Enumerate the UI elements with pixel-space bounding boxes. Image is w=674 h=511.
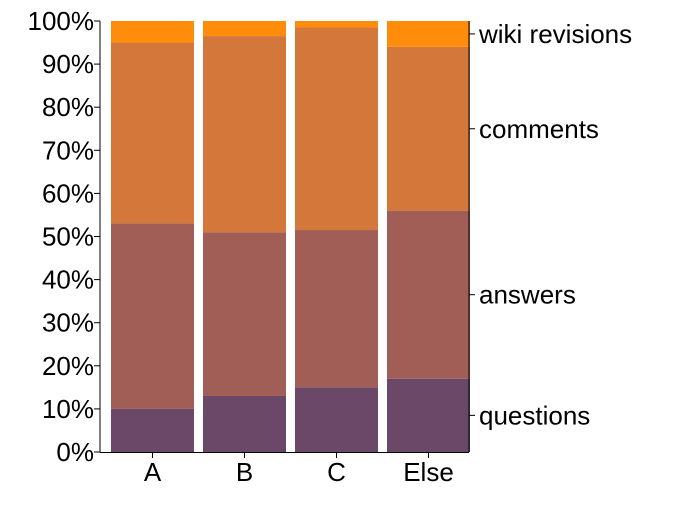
y-tick-label: 40% — [42, 265, 94, 295]
bar-segment-wiki-revisions-else — [387, 21, 470, 47]
y-tick-label: 70% — [42, 135, 94, 165]
x-tick-label: B — [236, 457, 253, 487]
bar-segment-answers-c — [295, 230, 378, 388]
series-label-comments: comments — [479, 114, 599, 144]
y-tick-label: 20% — [42, 351, 94, 381]
bar-segment-comments-else — [387, 46, 470, 211]
bar-segment-questions-c — [295, 387, 378, 452]
bar-segment-comments-c — [295, 27, 378, 231]
x-tick-label: A — [144, 457, 162, 487]
x-tick-label: Else — [403, 457, 454, 487]
bar-segment-answers-else — [387, 210, 470, 379]
y-tick-label: 90% — [42, 49, 94, 79]
bar-segment-questions-b — [203, 395, 286, 452]
y-tick-label: 50% — [42, 222, 94, 252]
y-tick-label: 80% — [42, 92, 94, 122]
y-tick-label: 10% — [42, 394, 94, 424]
bar-segment-wiki-revisions-a — [111, 21, 194, 43]
x-tick-label: C — [327, 457, 346, 487]
series-label-answers: answers — [479, 280, 576, 310]
plot-area: 0% 10% 20% 30% 40% 50% 60% 70% 80% 90% 100% A B C Else… — [28, 6, 633, 487]
bar-segment-wiki-revisions-c — [295, 21, 378, 28]
bar-segment-wiki-revisions-b — [203, 21, 286, 37]
y-tick-label: 60% — [42, 178, 94, 208]
series-label-wiki-revisions: wiki revisions — [478, 19, 632, 49]
bar-segment-answers-b — [203, 232, 286, 396]
series-label-questions: questions — [479, 400, 590, 430]
bar-segment-answers-a — [111, 223, 194, 409]
bar-segment-questions-else — [387, 378, 470, 452]
bar-segment-comments-b — [203, 36, 286, 233]
y-tick-label: 30% — [42, 308, 94, 338]
y-tick-label: 100% — [28, 6, 95, 36]
bar-segment-comments-a — [111, 42, 194, 224]
bar-segment-questions-a — [111, 408, 194, 452]
y-tick-label: 0% — [56, 437, 94, 467]
